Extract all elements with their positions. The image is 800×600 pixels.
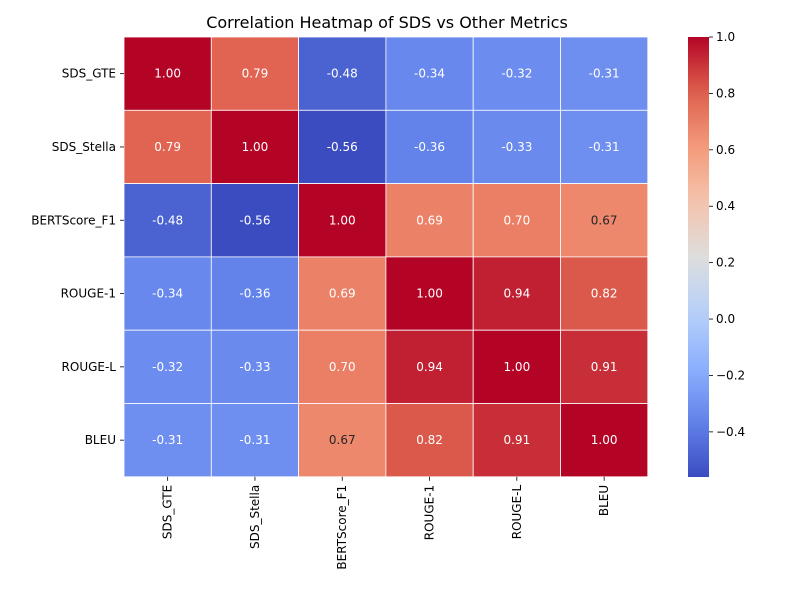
cell-value-label: -0.33 xyxy=(239,360,270,374)
heatmap-cell xyxy=(210,183,300,258)
x-tick-label: BLEU xyxy=(597,485,611,516)
cell-value-label: 0.67 xyxy=(591,213,618,227)
x-tick-label: ROUGE-L xyxy=(510,484,524,539)
colorbar: −0.4 −0.2 0.0 0.2 0.4 0.6 0.8 1.0 xyxy=(688,30,745,477)
cell-value-label: 0.69 xyxy=(329,287,356,301)
cell-value-label: 1.00 xyxy=(503,360,530,374)
chart-title: Correlation Heatmap of SDS vs Other Metr… xyxy=(206,13,568,32)
x-tick-label: ROUGE-1 xyxy=(423,485,437,540)
cell-value-label: -0.32 xyxy=(152,360,183,374)
cell-value-label: 0.94 xyxy=(416,360,443,374)
cell-value-label: -0.31 xyxy=(589,67,620,81)
cell-value-label: -0.31 xyxy=(152,433,183,447)
cell-value-label: 0.91 xyxy=(591,360,618,374)
heatmap-cell xyxy=(560,403,649,478)
heatmap-cell xyxy=(385,36,474,111)
colorbar-tick-label: 0.4 xyxy=(716,199,735,213)
cell-value-label: 0.82 xyxy=(591,287,618,301)
x-tick-labels: SDS_GTE SDS_Stella BERTScore_F1 ROUGE-1 ROUG… xyxy=(161,476,611,570)
y-tick-label: ROUGE-L xyxy=(62,360,117,374)
heatmap-cell xyxy=(298,256,387,331)
cell-value-label: 1.00 xyxy=(242,140,269,154)
y-tick-label: BLEU xyxy=(85,433,116,447)
heatmap-cell xyxy=(298,36,387,111)
colorbar-tick-label: −0.2 xyxy=(716,368,745,382)
heatmap-cell xyxy=(385,183,474,258)
colorbar-tick-label: 0.2 xyxy=(716,256,735,270)
y-tick-label: SDS_Stella xyxy=(52,140,116,154)
x-tick-label: BERTScore_F1 xyxy=(335,485,349,570)
cell-value-label: -0.36 xyxy=(414,140,445,154)
heatmap-cell xyxy=(298,183,387,258)
colorbar-tick-label: 0.8 xyxy=(716,86,735,100)
heatmap-cell xyxy=(123,36,212,111)
heatmap-cell xyxy=(123,256,212,331)
cell-value-label: -0.48 xyxy=(152,213,183,227)
heatmap-cell xyxy=(472,256,561,331)
colorbar-tick-label: 0.6 xyxy=(716,143,735,157)
colorbar-gradient xyxy=(688,37,709,477)
cell-value-label: 0.79 xyxy=(154,140,181,154)
y-tick-label: ROUGE-1 xyxy=(61,287,116,301)
cell-value-label: -0.36 xyxy=(239,287,270,301)
heatmap-cell xyxy=(560,36,649,111)
cell-value-label: -0.31 xyxy=(239,433,270,447)
heatmap-cells: 1.00 0.79 -0.48 -0.34 -0.32 -0.31 0.79 1.00 -0.5… xyxy=(123,36,649,478)
heatmap-cell xyxy=(472,329,561,404)
heatmap-cell xyxy=(210,109,300,185)
cell-value-label: 1.00 xyxy=(416,287,443,301)
x-tick-label: SDS_GTE xyxy=(161,485,175,539)
x-tick-label: SDS_Stella xyxy=(248,485,262,549)
cell-value-label: 0.94 xyxy=(503,287,530,301)
heatmap-cell xyxy=(560,329,649,404)
heatmap-cell xyxy=(210,256,300,331)
cell-value-label: -0.31 xyxy=(589,140,620,154)
heatmap-cell xyxy=(385,329,474,404)
y-tick-labels: SDS_GTE SDS_Stella BERTScore_F1 ROUGE-1 ROUG… xyxy=(31,67,124,447)
cell-value-label: 1.00 xyxy=(154,67,181,81)
cell-value-label: 0.69 xyxy=(416,213,443,227)
cell-value-label: -0.33 xyxy=(501,140,532,154)
colorbar-tick-label: 0.0 xyxy=(716,312,735,326)
cell-value-label: -0.32 xyxy=(501,67,532,81)
cell-value-label: 1.00 xyxy=(329,213,356,227)
heatmap-cell xyxy=(560,183,649,258)
heatmap-cell xyxy=(123,403,212,478)
cell-value-label: -0.56 xyxy=(327,140,358,154)
heatmap-cell xyxy=(123,329,212,404)
heatmap-cell xyxy=(385,109,474,185)
cell-value-label: -0.48 xyxy=(327,67,358,81)
heatmap-cell xyxy=(385,256,474,331)
cell-value-label: -0.34 xyxy=(414,67,445,81)
y-tick-label: BERTScore_F1 xyxy=(31,213,116,227)
cell-value-label: 0.70 xyxy=(503,213,530,227)
cell-value-label: 0.79 xyxy=(242,67,269,81)
heatmap-cell xyxy=(560,256,649,331)
cell-value-label: 0.91 xyxy=(503,433,530,447)
cell-value-label: 1.00 xyxy=(591,433,618,447)
cell-value-label: 0.82 xyxy=(416,433,443,447)
heatmap-cell xyxy=(123,183,212,258)
cell-value-label: 0.70 xyxy=(329,360,356,374)
cell-value-label: 0.67 xyxy=(329,433,356,447)
cell-value-label: -0.34 xyxy=(152,287,183,301)
heatmap-cell xyxy=(298,329,387,404)
heatmap-cell xyxy=(472,36,561,111)
y-tick-label: SDS_GTE xyxy=(62,67,116,81)
colorbar-tick-label: 1.0 xyxy=(716,30,735,44)
heatmap-cell xyxy=(560,109,649,185)
cell-value-label: -0.56 xyxy=(239,213,270,227)
colorbar-tick-label: −0.4 xyxy=(716,425,745,439)
heatmap-cell xyxy=(472,403,561,478)
heatmap-cell xyxy=(210,36,300,111)
heatmap-cell xyxy=(472,183,561,258)
